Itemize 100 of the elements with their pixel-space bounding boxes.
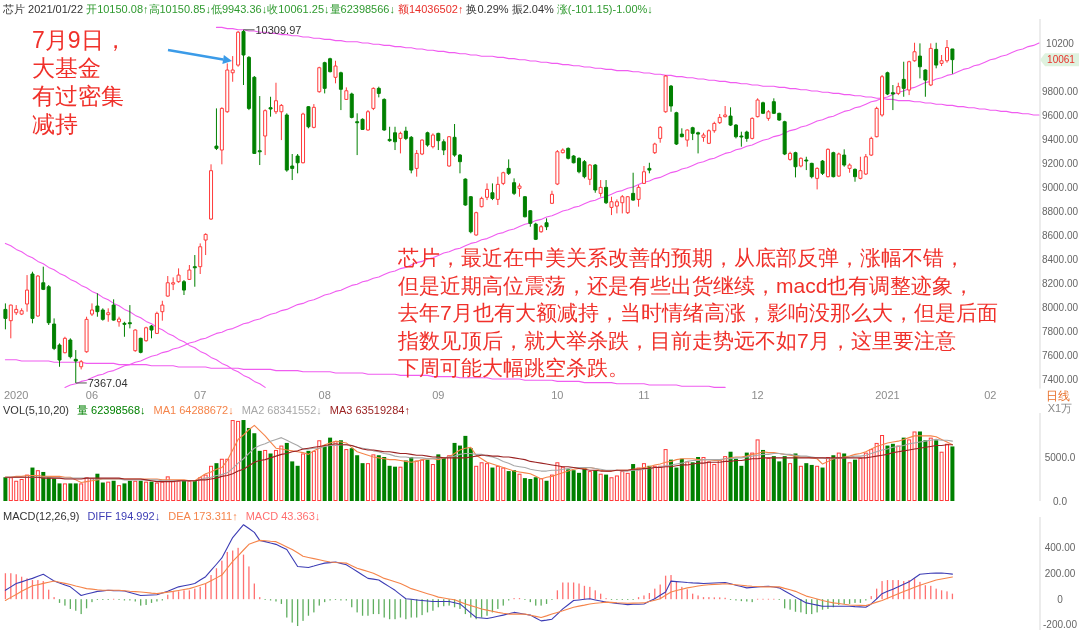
text: DIFF 194.992↓ bbox=[87, 509, 161, 522]
candlestick bbox=[495, 176, 500, 206]
candlestick bbox=[89, 302, 94, 317]
candlestick bbox=[344, 86, 349, 101]
x-tick-label: 12 bbox=[751, 389, 764, 402]
candlestick bbox=[755, 97, 760, 118]
candlestick bbox=[798, 156, 803, 168]
candlestick bbox=[203, 232, 208, 256]
candlestick bbox=[549, 190, 554, 205]
candlestick bbox=[382, 97, 387, 132]
annotation: 10309.97 bbox=[255, 23, 302, 36]
candlestick bbox=[62, 336, 67, 354]
candlestick bbox=[198, 242, 203, 275]
candlestick bbox=[144, 326, 149, 343]
candlestick bbox=[133, 328, 138, 353]
candlestick bbox=[896, 82, 901, 96]
y-tick-label: 7600.00 bbox=[1041, 349, 1079, 361]
annotation: 有过密集 bbox=[32, 83, 124, 109]
candlestick bbox=[479, 196, 484, 208]
candlestick bbox=[685, 128, 690, 148]
y-tick-label: 7400.00 bbox=[1041, 373, 1079, 385]
candlestick bbox=[923, 68, 928, 98]
candlestick bbox=[950, 48, 955, 75]
candlestick bbox=[512, 177, 517, 196]
candlestick bbox=[631, 172, 636, 202]
candlestick bbox=[825, 147, 830, 178]
candlestick bbox=[338, 71, 343, 111]
annotation: 7367.04 bbox=[87, 376, 128, 389]
candlestick bbox=[847, 162, 852, 174]
candlestick bbox=[717, 113, 722, 125]
candlestick bbox=[3, 302, 8, 330]
candlestick bbox=[793, 151, 798, 178]
candlestick bbox=[106, 307, 111, 323]
candlestick bbox=[750, 116, 755, 140]
x-tick-label: 07 bbox=[194, 389, 207, 402]
candlestick bbox=[241, 29, 246, 86]
y-tick-label: 8800.00 bbox=[1041, 205, 1079, 217]
candlestick bbox=[820, 159, 825, 176]
y-tick-label: -200.00 bbox=[1043, 619, 1078, 631]
y-tick-label: 0 bbox=[1057, 593, 1064, 605]
y-tick-label: 400.00 bbox=[1044, 542, 1076, 554]
candlestick bbox=[263, 108, 268, 156]
candlestick bbox=[485, 182, 490, 201]
candlestick bbox=[809, 162, 814, 179]
line-series bbox=[4, 524, 953, 622]
y-tick-label: 8200.00 bbox=[1041, 277, 1079, 289]
candlestick bbox=[506, 158, 511, 176]
annotation: 7月9日， bbox=[32, 27, 127, 53]
candlestick bbox=[652, 142, 657, 155]
candlestick bbox=[30, 271, 35, 324]
candlestick bbox=[376, 86, 381, 98]
text: 芯片 2021/01/22 bbox=[2, 3, 84, 15]
y-tick-label: 8600.00 bbox=[1041, 229, 1079, 241]
y-tick-label: 8000.00 bbox=[1041, 301, 1079, 313]
candlestick bbox=[641, 165, 646, 185]
y-tick-label: 9600.00 bbox=[1041, 109, 1079, 121]
text: DEA 173.311↑ bbox=[168, 509, 238, 522]
x-tick-label: 11 bbox=[638, 389, 650, 402]
candlestick bbox=[349, 92, 354, 119]
candlestick bbox=[669, 84, 674, 113]
annotation: 但是近期高位震荡，还是有些出货继续，macd也有调整迹象， bbox=[398, 273, 975, 297]
annotation: 大基金 bbox=[32, 55, 101, 81]
candlestick bbox=[430, 132, 435, 149]
candlestick bbox=[301, 112, 306, 164]
candlestick bbox=[869, 136, 874, 157]
annotation: 指数见顶后，就大举杀跌，目前走势远不如7月，这里要注意 bbox=[397, 328, 956, 352]
candlestick bbox=[41, 266, 46, 291]
candlestick bbox=[365, 109, 370, 132]
x-tick-label: 08 bbox=[318, 389, 331, 402]
candlestick bbox=[625, 195, 630, 215]
candlestick bbox=[68, 337, 73, 359]
x-tick-label: 06 bbox=[85, 389, 99, 402]
candlestick bbox=[79, 359, 84, 370]
candlestick bbox=[149, 324, 154, 339]
candlestick bbox=[663, 74, 668, 114]
annotation: 10061 bbox=[1047, 54, 1076, 66]
candlestick bbox=[901, 61, 906, 98]
candlestick bbox=[544, 217, 549, 231]
x-tick-label: 2021 bbox=[875, 389, 900, 402]
candlestick bbox=[214, 107, 219, 151]
text: 开10150.08↑高10150.85↓低9943.36↓收10061.25↓量62398566↓ bbox=[86, 3, 395, 15]
candlestick bbox=[295, 153, 300, 174]
candlestick bbox=[658, 125, 663, 144]
candlestick bbox=[907, 60, 912, 96]
candlestick bbox=[928, 42, 933, 87]
candlestick bbox=[154, 311, 159, 335]
x-tick-label: 10 bbox=[551, 389, 564, 402]
annotation: 下周可能大幅跳空杀跌。 bbox=[398, 356, 629, 380]
annotation: 减持 bbox=[32, 111, 78, 137]
candlestick bbox=[425, 131, 430, 148]
candlestick bbox=[490, 182, 495, 201]
candlestick bbox=[436, 132, 441, 151]
annotation: 去年7月也有大额减持，当时情绪高涨，影响没那么大，但是后面 bbox=[398, 301, 998, 325]
candlestick bbox=[853, 167, 858, 183]
candlestick bbox=[117, 316, 122, 328]
candlestick bbox=[517, 182, 522, 198]
candlestick bbox=[815, 166, 820, 190]
candlestick bbox=[311, 103, 316, 129]
candlestick bbox=[306, 105, 311, 129]
candlestick bbox=[230, 55, 235, 83]
